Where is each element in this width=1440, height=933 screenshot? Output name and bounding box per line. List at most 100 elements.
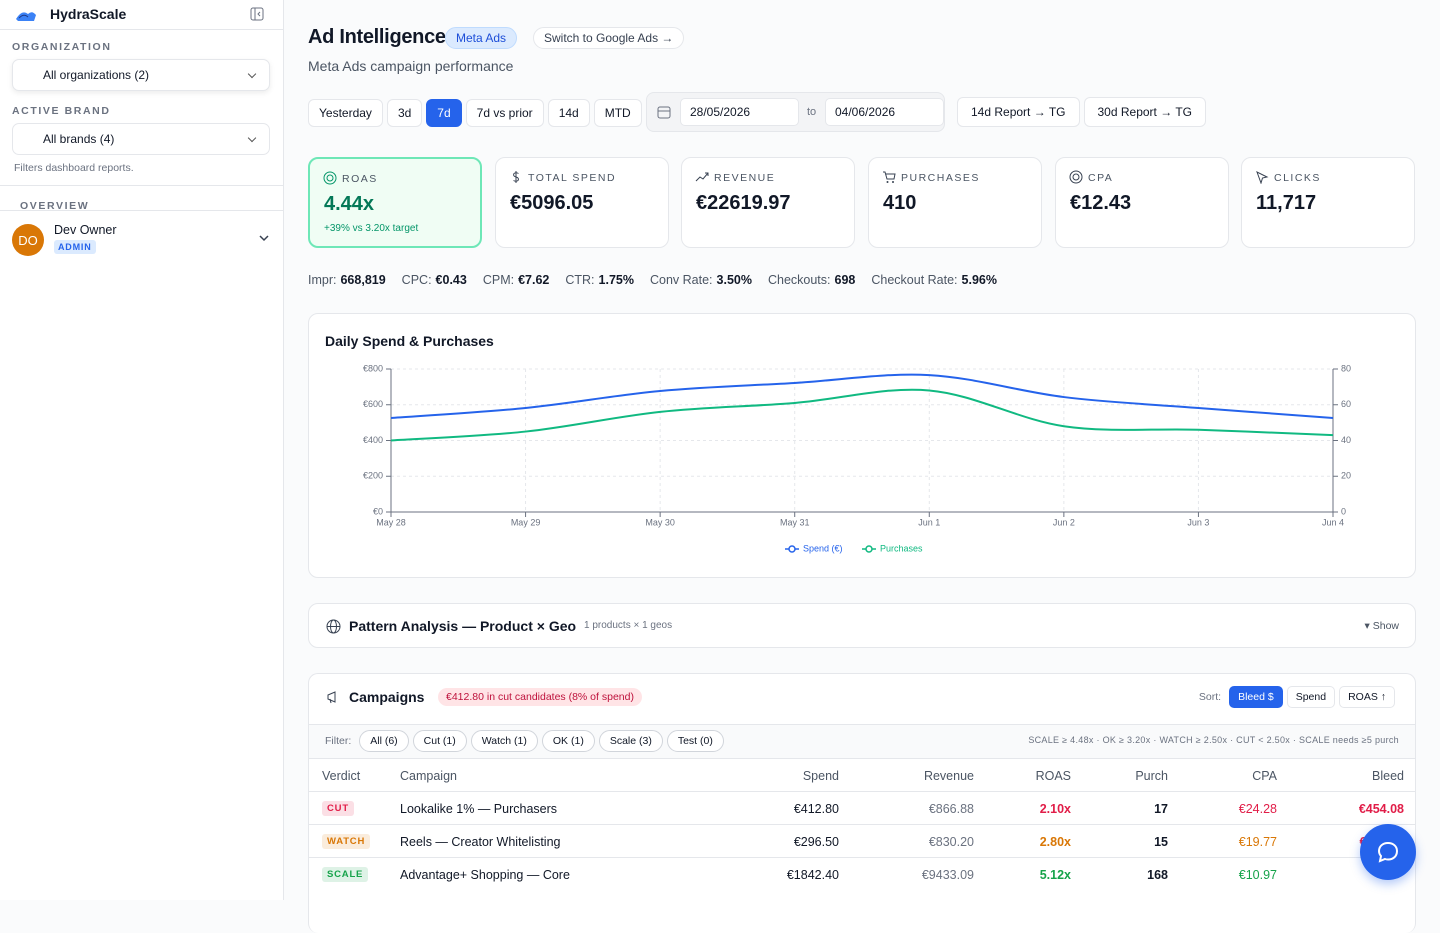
table-row[interactable]: WATCH Reels — Creator Whitelisting €296.50… <box>309 824 1415 857</box>
kpi-value: €5096.05 <box>510 192 594 214</box>
kpi-value: €22619.97 <box>696 192 791 214</box>
toggle[interactable]: ▾ Show <box>1364 620 1399 632</box>
report-button[interactable]: 30d Report → TG <box>1083 97 1206 127</box>
date-from[interactable]: 28/05/2026 <box>680 98 799 126</box>
column-header: Bleed <box>1372 768 1404 783</box>
kpi-value: 410 <box>883 192 917 214</box>
kpi-label: CPA <box>1088 172 1114 184</box>
metric-value: 5.96% <box>961 273 997 287</box>
switch-button[interactable]: Switch to Google Ads → <box>533 27 685 49</box>
cell: €412.80 <box>793 801 839 816</box>
kpi-icon <box>323 171 337 185</box>
cell: 2.10x <box>1039 801 1071 816</box>
x-tick-label: Jun 1 <box>918 517 940 527</box>
range-button[interactable]: Yesterday <box>308 99 383 127</box>
sort-button[interactable]: ROAS ↑ <box>1339 686 1395 708</box>
y2-tick-label: 40 <box>1341 435 1351 445</box>
user-menu[interactable] <box>258 234 270 244</box>
metric: CPC: €0.43 <box>402 273 467 287</box>
chat-button[interactable] <box>1360 824 1416 880</box>
pattern-meta: 1 products × 1 geos <box>584 620 673 631</box>
page-title: Ad Intelligence <box>308 26 446 48</box>
cell: €24.28 <box>1238 801 1277 816</box>
y-tick-label: €400 <box>363 435 383 445</box>
metric-value: 698 <box>834 273 856 287</box>
kpi-card: REVENUE €22619.97 <box>681 157 855 248</box>
range-button[interactable]: 14d <box>547 99 590 127</box>
table-header: Verdict Campaign Spend Revenue ROAS Purch CPA B… <box>309 758 1415 791</box>
filter-chip[interactable]: All (6) <box>359 730 409 752</box>
divider <box>0 210 284 211</box>
metric-label: Checkouts: <box>767 273 831 287</box>
range-button[interactable]: 7d <box>426 99 462 127</box>
cell: Lookalike 1% — Purchasers <box>400 801 558 816</box>
metric-value: 3.50% <box>716 273 752 287</box>
cell: €1842.40 <box>786 867 839 882</box>
kpi-note: +39% vs 3.20x target <box>324 223 419 234</box>
cell: €830.20 <box>928 834 974 849</box>
range-button[interactable]: 3d <box>386 99 423 127</box>
section-label: ACTIVE BRAND <box>12 105 111 117</box>
report-group: 14d Report → TG 30d Report → TG <box>957 97 1210 127</box>
organization-select[interactable]: All organizations (2) <box>12 59 270 91</box>
metric-label: Conv Rate: <box>649 273 713 287</box>
campaigns-card: Campaigns €412.80 in cut candidates (8% … <box>308 673 1416 933</box>
range-button[interactable]: 7d vs prior <box>465 99 544 127</box>
cell: €296.50 <box>793 834 839 849</box>
x-tick-label: Jun 4 <box>1322 517 1344 527</box>
table-row[interactable]: CUT Lookalike 1% — Purchasers €412.80 €866.… <box>309 791 1415 824</box>
hint: Filters dashboard reports. <box>14 162 134 174</box>
chat-icon <box>1377 841 1399 863</box>
metric: CTR: 1.75% <box>565 273 634 287</box>
metric: Impr: 668,819 <box>308 273 386 287</box>
sort-button[interactable]: Bleed $ <box>1229 686 1283 708</box>
filter-chip[interactable]: Watch (1) <box>470 730 538 752</box>
legend-swatch <box>788 545 796 553</box>
kpi-icon <box>1256 170 1269 184</box>
filter-chip[interactable]: Test (0) <box>666 730 724 752</box>
chart-title: Daily Spend & Purchases <box>325 333 494 349</box>
metric: CPM: €7.62 <box>483 273 550 287</box>
platform-badge: Meta Ads <box>445 27 518 49</box>
kpi-card: CPA €12.43 <box>1055 157 1229 248</box>
logo <box>16 12 36 21</box>
date-to[interactable]: 04/06/2026 <box>825 98 944 126</box>
collapse-button[interactable] <box>250 7 264 21</box>
y-tick-label: €800 <box>363 363 383 373</box>
table-row[interactable]: SCALE Advantage+ Shopping — Core €1842.40 €… <box>309 857 1415 890</box>
y-tick-label: €0 <box>373 506 383 516</box>
verdict-cell: WATCH <box>322 825 371 858</box>
calendar-icon <box>657 106 671 119</box>
filter-chip[interactable]: OK (1) <box>541 730 595 752</box>
kpi-value: 4.44x <box>324 193 375 215</box>
subtitle: Meta Ads campaign performance <box>308 58 514 74</box>
sort-label: Sort: <box>1198 691 1222 703</box>
y2-tick-label: 80 <box>1341 363 1351 373</box>
kpi-icon <box>883 171 896 183</box>
y2-tick-label: 20 <box>1341 471 1351 481</box>
kpi-card: PURCHASES 410 <box>868 157 1042 248</box>
kpi-label: REVENUE <box>714 172 776 184</box>
y-tick-label: €200 <box>363 471 383 481</box>
metric: Conv Rate: 3.50% <box>650 273 752 287</box>
metrics-row: Impr: 668,819 CPC: €0.43 CPM: €7.62 CTR: 1.75% C… <box>308 273 1013 287</box>
report-button[interactable]: 14d Report → TG <box>957 97 1080 127</box>
range-button[interactable]: MTD <box>593 99 642 127</box>
sort-button[interactable]: Spend <box>1286 686 1336 708</box>
kpi-label: PURCHASES <box>901 172 980 184</box>
filter-chip[interactable]: Scale (3) <box>598 730 663 752</box>
globe-icon <box>326 619 341 634</box>
column-header: Revenue <box>923 768 974 783</box>
pattern-card[interactable]: Pattern Analysis — Product × Geo 1 produ… <box>308 603 1416 648</box>
divider <box>0 185 284 186</box>
kpi-icon <box>1069 170 1083 184</box>
kpi-card: ROAS 4.44x +39% vs 3.20x target <box>308 157 482 248</box>
brand-select[interactable]: All brands (4) <box>12 123 270 155</box>
column-header: CPA <box>1252 768 1277 783</box>
user-name: Dev Owner <box>54 223 117 237</box>
role-badge: ADMIN <box>54 240 96 254</box>
metric-value: 1.75% <box>598 273 634 287</box>
filter-chip[interactable]: Cut (1) <box>412 730 467 752</box>
pattern-title: Pattern Analysis — Product × Geo <box>349 618 577 634</box>
range-group: Yesterday 3d 7d 7d vs prior 14d MTD <box>308 99 646 127</box>
